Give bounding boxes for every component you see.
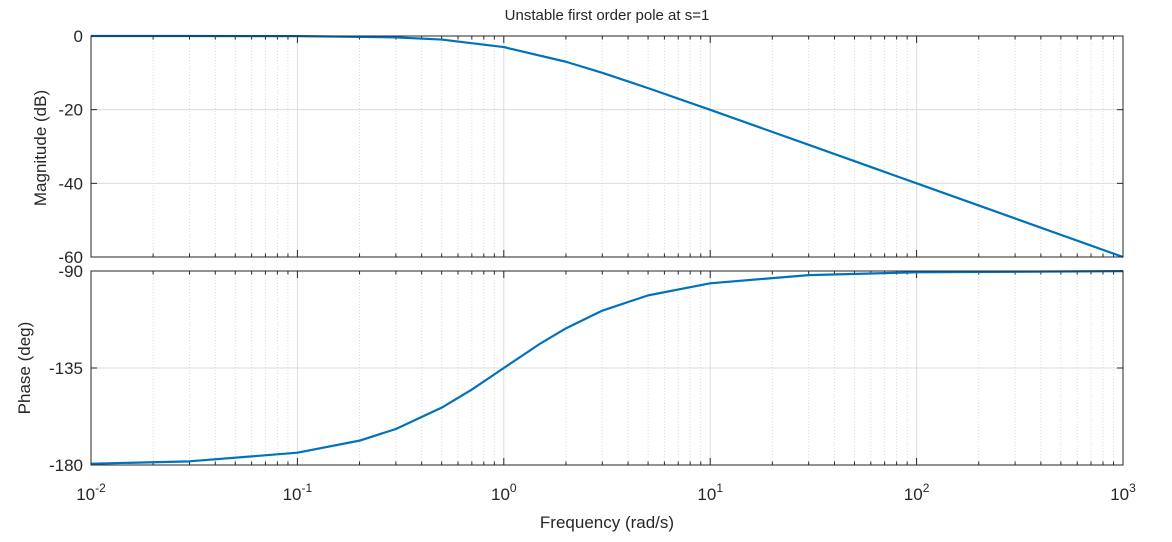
chart-title: Unstable first order pole at s=1 [505, 7, 710, 24]
x-tick-label-exponent: 1 [716, 481, 723, 495]
x-tick-label-base: 10 [1110, 485, 1129, 504]
x-tick-label-base: 10 [283, 485, 302, 504]
x-tick-label: 10-1 [283, 481, 313, 504]
frequency-x-axis-label: Frequency (rad/s) [540, 513, 674, 532]
magnitude-y-tick-label: -60 [58, 248, 83, 267]
phase-y-tick-label: -135 [49, 359, 83, 378]
phase-series-line [90, 270, 1124, 465]
x-tick-label-base: 10 [491, 485, 510, 504]
x-tick-label-exponent: 2 [923, 481, 930, 495]
x-tick-label: 103 [1110, 481, 1136, 504]
x-tick-label-exponent: -1 [302, 481, 313, 495]
magnitude-plot-area [91, 36, 1123, 257]
x-tick-label-base: 10 [697, 485, 716, 504]
x-tick-label: 10-2 [76, 481, 106, 504]
magnitude-axes: 0 -20 -40 -60 [58, 27, 1124, 267]
phase-y-tick-label: -180 [49, 456, 83, 475]
magnitude-y-tick-label: -20 [58, 101, 83, 120]
magnitude-y-tick-label: -40 [58, 174, 83, 193]
x-tick-label-exponent: -2 [95, 481, 106, 495]
phase-y-axis-label: Phase (deg) [15, 322, 34, 415]
x-tick-label-exponent: 3 [1129, 481, 1136, 495]
x-tick-label-base: 10 [76, 485, 95, 504]
x-tick-label: 101 [697, 481, 723, 504]
magnitude-axes-box [90, 35, 1124, 258]
x-tick-label-base: 10 [904, 485, 923, 504]
x-tick-label: 100 [491, 481, 517, 504]
phase-axes-box [90, 270, 1124, 466]
magnitude-y-axis-label: Magnitude (dB) [31, 90, 50, 206]
x-tick-label-exponent: 0 [510, 481, 517, 495]
magnitude-y-tick-label: 0 [74, 27, 83, 46]
x-tick-label: 102 [904, 481, 930, 504]
phase-y-tick-label: -90 [58, 262, 83, 281]
